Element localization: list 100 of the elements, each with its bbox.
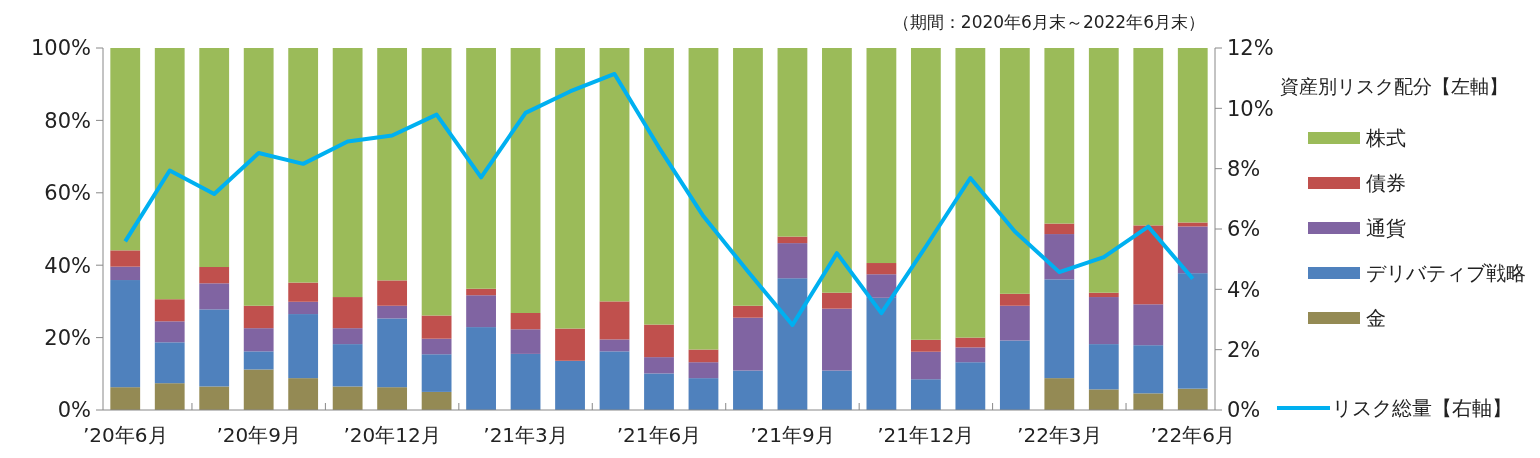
bar xyxy=(110,48,141,251)
x-tick-label: ’20年9月 xyxy=(216,423,301,447)
bar xyxy=(910,379,941,410)
bar xyxy=(1088,48,1119,293)
bar xyxy=(688,48,719,350)
y2-tick-label: 6% xyxy=(1227,217,1261,242)
bar xyxy=(555,48,585,329)
bar xyxy=(1177,273,1208,389)
text: （期間：2020年6月末～2022年6月末） xyxy=(892,12,1205,32)
bar xyxy=(910,48,941,340)
bar xyxy=(110,250,141,267)
bar xyxy=(154,321,185,343)
line-series xyxy=(123,71,1195,327)
bar xyxy=(955,347,986,363)
bar xyxy=(1133,225,1164,305)
bar xyxy=(243,48,274,306)
bar xyxy=(199,386,230,410)
bar xyxy=(733,317,763,371)
bar xyxy=(154,299,185,322)
bar xyxy=(822,308,852,371)
bar xyxy=(822,48,852,293)
bar xyxy=(599,301,630,340)
bar xyxy=(421,354,452,392)
bar xyxy=(199,283,230,310)
x-tick-label: ’21年6月 xyxy=(616,423,702,447)
bar xyxy=(199,267,230,284)
bar xyxy=(733,370,763,410)
bar xyxy=(1044,378,1075,410)
bar xyxy=(332,344,363,387)
bar xyxy=(555,328,585,361)
bar xyxy=(466,48,496,289)
bar xyxy=(377,280,408,306)
bar xyxy=(243,351,274,370)
bar xyxy=(1133,304,1164,346)
bar xyxy=(777,236,808,244)
bar xyxy=(1044,223,1075,235)
x-tick-label: ’22年3月 xyxy=(1017,423,1102,447)
legend-label: リスク総量【右軸】 xyxy=(1332,396,1512,420)
bar xyxy=(510,312,541,330)
y2-tick-label: 8% xyxy=(1227,157,1261,182)
y2-tick-label: 4% xyxy=(1227,277,1261,302)
bar xyxy=(421,391,452,410)
bar xyxy=(910,339,941,352)
bar xyxy=(688,362,719,379)
bar xyxy=(510,353,541,410)
bar xyxy=(421,315,452,339)
bar xyxy=(510,48,541,313)
bar xyxy=(777,48,808,237)
bar xyxy=(644,324,674,358)
bar xyxy=(332,328,363,345)
x-tick-label: ’21年3月 xyxy=(483,423,568,447)
bar xyxy=(866,48,897,264)
bar xyxy=(1133,345,1164,394)
bar xyxy=(466,327,496,410)
bar xyxy=(288,301,319,315)
bar xyxy=(733,48,763,306)
bar xyxy=(644,48,674,325)
bar xyxy=(154,48,185,300)
bar xyxy=(1088,344,1119,390)
bar xyxy=(1133,393,1164,410)
x-tick-label: ’21年9月 xyxy=(750,423,835,447)
x-tick-label: ’21年12月 xyxy=(877,423,975,447)
bar xyxy=(955,337,986,348)
bar xyxy=(777,243,808,279)
y-tick-label: 60% xyxy=(44,181,91,206)
bar xyxy=(110,280,141,388)
bar xyxy=(1088,389,1119,410)
bar xyxy=(199,309,230,387)
bar xyxy=(599,339,630,352)
bar xyxy=(688,378,719,410)
x-tick-label: ’22年6月 xyxy=(1150,423,1236,447)
y-tick-label: 100% xyxy=(30,36,91,61)
y2-tick-label: 12% xyxy=(1227,36,1274,61)
bar xyxy=(999,305,1030,341)
bar xyxy=(688,349,719,363)
bar xyxy=(332,386,363,410)
legend-label: 株式 xyxy=(1365,126,1406,150)
bar xyxy=(866,263,897,275)
bar xyxy=(1177,48,1208,223)
bar xyxy=(288,282,319,302)
y-tick-label: 40% xyxy=(44,253,91,278)
bar xyxy=(466,295,496,328)
bar xyxy=(377,318,408,388)
legend-label: デリバティブ戦略 xyxy=(1366,261,1526,285)
bar xyxy=(999,48,1030,294)
bar xyxy=(1088,297,1119,345)
bar xyxy=(999,293,1030,306)
y-tick-label: 0% xyxy=(57,398,91,423)
bar xyxy=(288,48,319,283)
bar xyxy=(955,48,986,338)
y-tick-label: 20% xyxy=(44,325,91,350)
bar xyxy=(421,48,452,316)
bar xyxy=(332,297,363,329)
bar xyxy=(1177,226,1208,274)
x-tick-label: ’20年6月 xyxy=(82,423,168,447)
x-tick-label: ’20年12月 xyxy=(343,423,441,447)
bar xyxy=(377,305,408,319)
bar xyxy=(243,305,274,329)
bar xyxy=(199,48,230,268)
bar xyxy=(822,292,852,309)
